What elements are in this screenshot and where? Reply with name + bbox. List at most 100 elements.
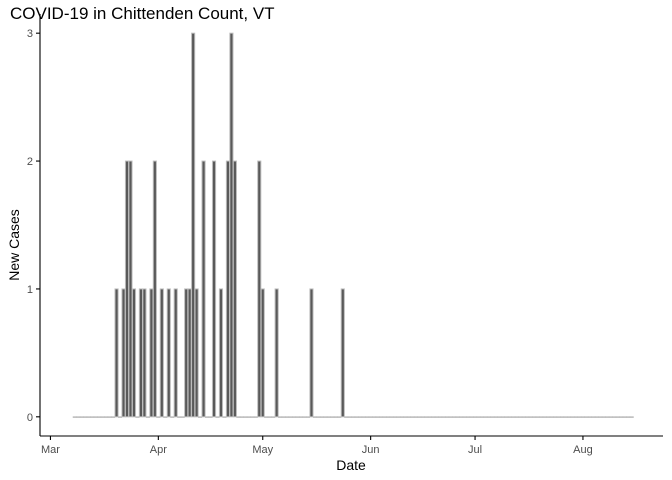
- bar: [285, 416, 290, 418]
- chart-title: COVID-19 in Chittenden Count, VT: [10, 4, 275, 23]
- bar: [455, 416, 460, 418]
- bar: [156, 416, 161, 418]
- bar: [86, 416, 91, 418]
- bar: [184, 288, 189, 418]
- y-tick-label: 1: [27, 284, 33, 296]
- bar: [138, 288, 143, 418]
- bar: [250, 416, 255, 418]
- bar: [292, 416, 297, 418]
- bar: [198, 416, 203, 418]
- bar: [177, 416, 182, 418]
- bar: [504, 416, 509, 418]
- bar: [201, 160, 206, 418]
- bar: [316, 416, 321, 418]
- bar: [511, 416, 516, 418]
- bar: [365, 416, 370, 418]
- bar: [479, 416, 485, 418]
- bar: [406, 416, 411, 418]
- x-tick-label: Jul: [468, 444, 482, 456]
- bar: [476, 416, 481, 418]
- bar: [354, 416, 359, 418]
- bar: [626, 416, 631, 418]
- bar: [420, 416, 425, 418]
- bar: [532, 416, 537, 418]
- bar: [211, 160, 217, 418]
- bar: [553, 416, 558, 418]
- bar: [493, 416, 498, 418]
- bar: [615, 416, 620, 418]
- bar: [379, 416, 384, 418]
- bar: [166, 288, 171, 418]
- bar: [326, 416, 331, 418]
- bar: [333, 416, 338, 418]
- bars: [72, 32, 634, 418]
- bar: [145, 416, 150, 418]
- bar: [566, 416, 572, 418]
- y-tick-label: 0: [27, 412, 33, 424]
- bar: [344, 416, 349, 418]
- bar: [368, 416, 373, 418]
- bar: [159, 288, 164, 418]
- bar: [191, 32, 196, 418]
- bar: [514, 416, 519, 418]
- bar: [372, 416, 377, 418]
- x-axis-title: Date: [336, 457, 366, 473]
- bar: [445, 416, 450, 418]
- bar: [340, 288, 345, 418]
- bar: [163, 416, 168, 418]
- bar: [598, 416, 603, 418]
- bar: [152, 160, 157, 418]
- bar: [399, 416, 405, 418]
- y-ticks: 0 1 2 3: [27, 28, 40, 424]
- bar: [131, 288, 137, 418]
- bar: [239, 416, 244, 418]
- bar: [173, 288, 178, 418]
- bar: [72, 416, 77, 418]
- bar: [309, 288, 314, 418]
- bar: [525, 416, 530, 418]
- bar: [427, 416, 432, 418]
- bar: [83, 416, 88, 418]
- bar: [205, 416, 210, 418]
- bar: [580, 416, 586, 418]
- bar: [187, 288, 192, 418]
- bar: [100, 416, 105, 418]
- bar: [469, 416, 474, 418]
- bar: [104, 416, 109, 418]
- bar: [452, 416, 457, 418]
- bar: [500, 416, 505, 418]
- bar: [170, 416, 175, 418]
- bar: [518, 416, 523, 418]
- bar: [431, 416, 436, 418]
- bar: [389, 416, 394, 418]
- bar: [257, 160, 262, 418]
- x-ticks: Mar Apr May Jun Jul Aug: [41, 436, 593, 456]
- x-tick-label: Jun: [362, 444, 380, 456]
- bar: [278, 416, 283, 418]
- bar: [448, 416, 453, 418]
- bar: [260, 288, 265, 418]
- bar: [253, 416, 258, 418]
- bar: [608, 416, 613, 418]
- bar: [546, 416, 551, 418]
- bar: [459, 416, 464, 418]
- bar: [305, 416, 311, 418]
- bar: [486, 416, 492, 418]
- bar: [180, 416, 185, 418]
- bar: [281, 416, 286, 418]
- bar: [490, 416, 495, 418]
- bar: [594, 416, 599, 418]
- bar: [497, 416, 502, 418]
- bar: [107, 416, 112, 418]
- bar: [560, 416, 565, 418]
- bar: [413, 416, 418, 418]
- bar: [385, 416, 391, 418]
- bar: [358, 416, 363, 418]
- bar: [361, 416, 366, 418]
- bar: [302, 416, 307, 418]
- bar: [629, 416, 634, 418]
- bar: [117, 416, 123, 418]
- bar: [347, 416, 352, 418]
- bar: [124, 160, 130, 418]
- bar: [466, 416, 471, 418]
